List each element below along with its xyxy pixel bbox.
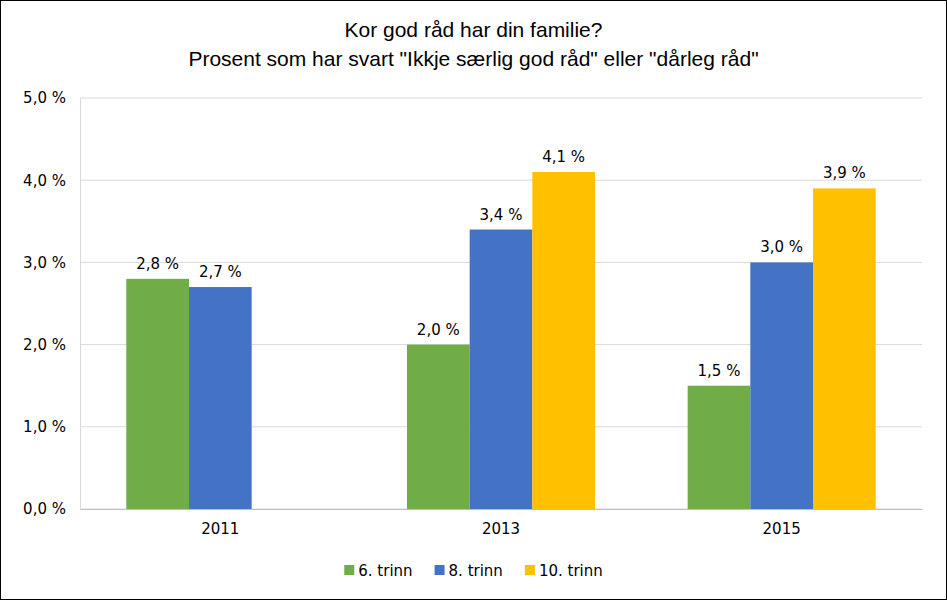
legend-swatch [435, 565, 445, 575]
grid [80, 98, 922, 509]
legend-label: 6. trinn [358, 562, 412, 580]
y-axis: 0,0 % 1,0 % 2,0 % 3,0 % 4,0 % 5,0 % [23, 89, 80, 518]
y-tick: 5,0 % [23, 89, 80, 107]
bar [407, 345, 470, 509]
bars [126, 172, 875, 509]
bar [813, 188, 876, 509]
grid-line [80, 98, 922, 99]
y-tick: 1,0 % [23, 418, 80, 436]
bar [750, 262, 813, 509]
legend-label: 8. trinn [449, 562, 503, 580]
legend: 6. trinn 8. trinn 10. trinn [344, 562, 602, 580]
data-label: 2,8 % [136, 255, 179, 273]
title: Kor god råd har din familie? [345, 18, 603, 41]
data-label: 4,1 % [542, 148, 585, 166]
y-tick: 4,0 % [23, 172, 80, 190]
legend-item: 8. trinn [435, 562, 503, 580]
x-axis-line [81, 509, 923, 510]
y-axis-line [80, 99, 81, 510]
data-label: 2,0 % [417, 321, 460, 339]
data-label: 1,5 % [698, 362, 741, 380]
legend-swatch [344, 565, 354, 575]
frame [1, 1, 947, 600]
x-tick: 2015 [763, 509, 801, 538]
subtitle: Prosent som har svart "Ikkje særlig god … [188, 47, 758, 70]
x-tick: 2013 [482, 509, 520, 538]
y-tick-label: 4,0 % [23, 172, 66, 190]
x-tick-label: 2013 [482, 520, 520, 538]
x-tick-label: 2015 [763, 520, 801, 538]
y-tick-label: 3,0 % [23, 254, 66, 272]
x-axis: 2011 2013 2015 [81, 509, 923, 538]
chart: Kor god råd har din familie? Prosent som … [0, 0, 947, 600]
series [532, 172, 875, 509]
bar [532, 172, 595, 509]
legend-label: 10. trinn [539, 562, 603, 580]
bar [126, 279, 189, 509]
series [189, 230, 813, 509]
data-label: 3,9 % [823, 164, 866, 182]
x-tick-label: 2011 [201, 520, 239, 538]
y-tick-label: 1,0 % [23, 418, 66, 436]
bar [470, 230, 533, 509]
legend-swatch [525, 565, 535, 575]
y-tick: 3,0 % [23, 254, 80, 272]
grid-line [80, 180, 922, 181]
y-tick-label: 5,0 % [23, 89, 66, 107]
y-tick: 0,0 % [23, 500, 80, 518]
plot: 0,0 % 1,0 % 2,0 % 3,0 % 4,0 % 5,0 % 2,8 % 2,0 %… [23, 89, 922, 537]
series [126, 279, 750, 509]
data-label: 2,7 % [199, 263, 242, 281]
y-tick-label: 0,0 % [23, 500, 66, 518]
data-label: 3,0 % [760, 238, 803, 256]
y-tick-label: 2,0 % [23, 336, 66, 354]
x-tick: 2011 [201, 509, 239, 538]
data-label: 3,4 % [480, 206, 523, 224]
y-tick: 2,0 % [23, 336, 80, 354]
bar [189, 287, 252, 509]
bar [688, 386, 751, 509]
legend-item: 6. trinn [344, 562, 412, 580]
data-labels: 2,8 % 2,0 % 1,5 % 2,7 % 3,4 % 3,0 % 4,1 % 3,9 % [136, 148, 866, 380]
legend-item: 10. trinn [525, 562, 603, 580]
